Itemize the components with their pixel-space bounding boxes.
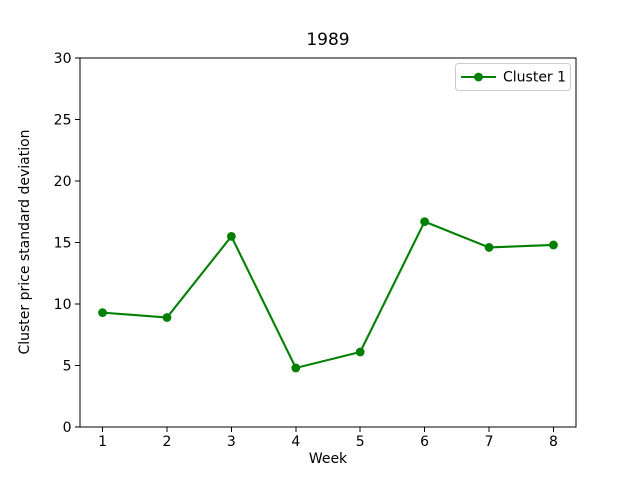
y-axis-label: Cluster price standard deviation — [17, 129, 33, 354]
legend: Cluster 1 — [455, 63, 571, 91]
x-tick-label: 7 — [485, 434, 494, 450]
x-tick-label: 6 — [420, 434, 429, 450]
chart-title: 1989 — [306, 30, 349, 50]
legend-marker-icon — [474, 72, 483, 82]
y-tick-label: 0 — [63, 420, 72, 436]
y-tick-label: 30 — [54, 51, 72, 67]
axes-frame — [79, 57, 577, 428]
data-point-marker — [355, 347, 365, 357]
data-point-marker — [484, 243, 494, 252]
y-tick-label: 25 — [54, 113, 72, 129]
x-tick-label: 2 — [163, 434, 172, 450]
y-tick-label: 10 — [54, 297, 72, 313]
y-tick-label: 20 — [54, 174, 72, 190]
x-tick-label: 5 — [356, 434, 365, 450]
data-point-marker — [420, 217, 430, 226]
data-point-marker — [549, 240, 558, 250]
x-tick-label: 8 — [549, 434, 558, 450]
data-point-marker — [291, 363, 301, 373]
data-point-marker — [162, 313, 172, 322]
x-tick-label: 4 — [291, 434, 300, 450]
data-point-marker — [226, 231, 236, 241]
plot-area: 1 2 3 4 5 6 7 8 0 5 10 15 20 25 30 — [54, 51, 577, 450]
x-tick-label: 3 — [227, 434, 236, 450]
y-tick-label: 5 — [63, 359, 72, 375]
x-tick-label: 1 — [98, 434, 107, 450]
data-point-marker — [98, 308, 107, 318]
x-axis-label: Week — [309, 451, 348, 467]
legend-box — [455, 63, 571, 91]
legend-label: Cluster 1 — [503, 70, 566, 86]
series-line — [101, 220, 555, 370]
y-tick-label: 15 — [54, 236, 72, 252]
